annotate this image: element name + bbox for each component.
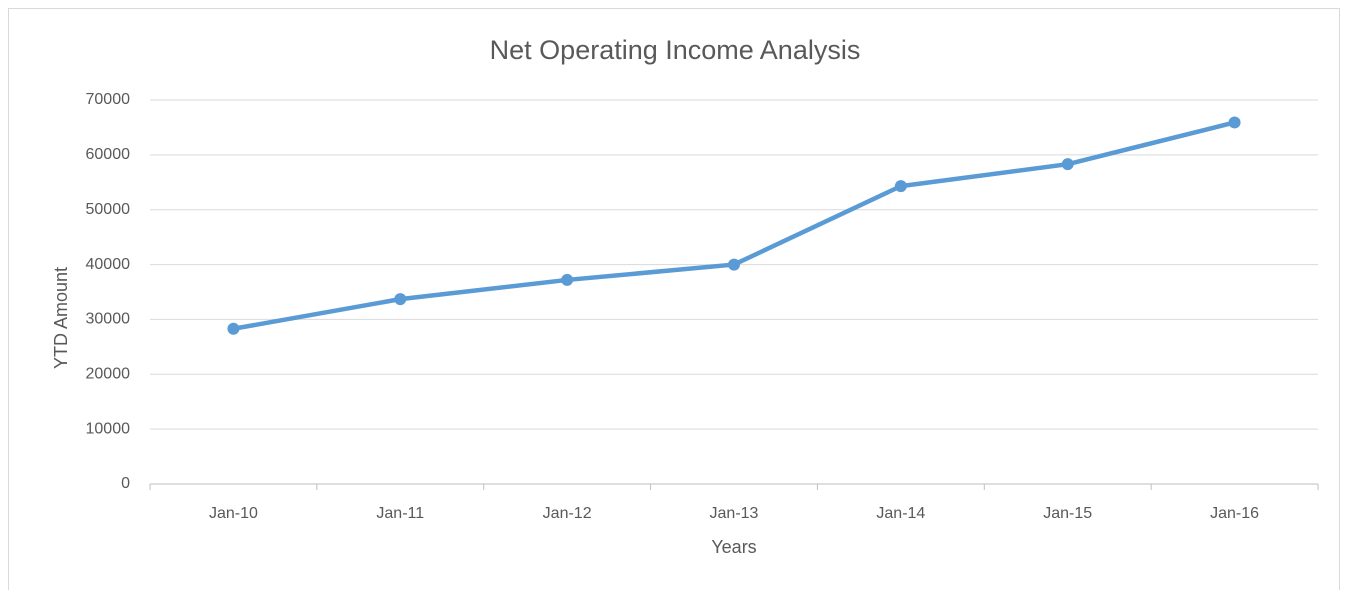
x-tick-label: Jan-14 [876, 505, 925, 522]
y-tick-label: 50000 [86, 201, 131, 218]
y-tick-label: 0 [121, 475, 130, 492]
chart-border [8, 8, 1340, 590]
x-tick-label: Jan-10 [209, 505, 258, 522]
y-tick-label: 30000 [86, 311, 131, 328]
point [227, 322, 240, 335]
point [894, 180, 907, 193]
point [728, 258, 740, 271]
x-tick-label: Jan-13 [710, 505, 759, 522]
point [561, 273, 574, 286]
y-tick-label: 10000 [86, 420, 131, 437]
x-axis-label: Years [711, 537, 756, 557]
point [394, 293, 407, 306]
y-tick-label: 70000 [86, 91, 131, 108]
x-tick-label: Jan-12 [543, 505, 592, 522]
x-tick-label: Jan-16 [1210, 505, 1259, 522]
point [1061, 158, 1074, 171]
y-axis-label: YTD Amount [51, 267, 71, 369]
x-tick-label: Jan-11 [376, 505, 424, 522]
y-tick-label: 20000 [86, 366, 131, 383]
chart-title: Net Operating Income Analysis [490, 35, 861, 65]
y-tick-label: 60000 [86, 146, 131, 163]
y-tick-label: 40000 [86, 256, 131, 273]
point [1228, 116, 1241, 129]
x-tick-label: Jan-15 [1043, 505, 1092, 522]
